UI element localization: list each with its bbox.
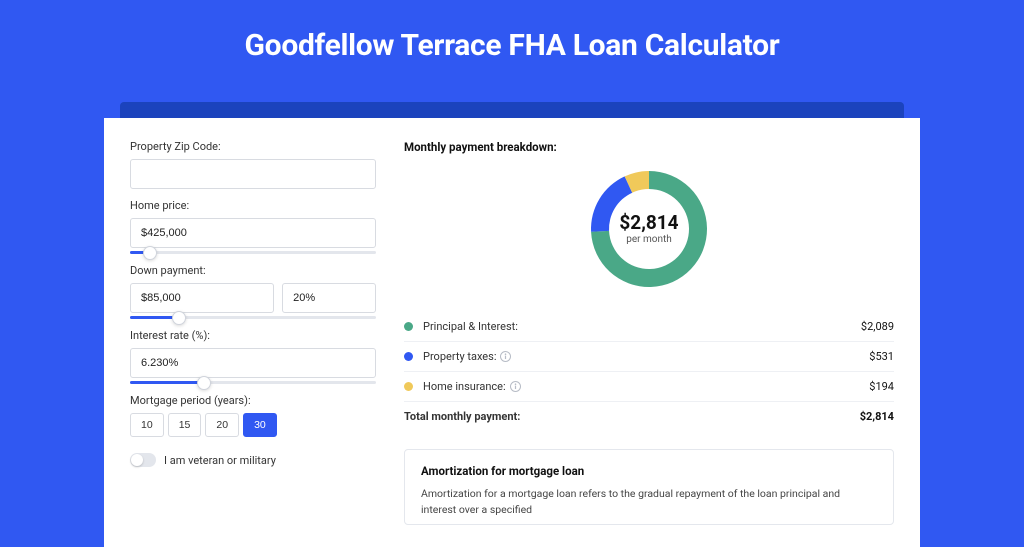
breakdown-row: Principal & Interest:$2,089 [404, 312, 894, 342]
total-label: Total monthly payment: [404, 410, 860, 423]
rate-input[interactable] [130, 348, 376, 378]
page-title: Goodfellow Terrace FHA Loan Calculator [0, 0, 1024, 87]
zip-label: Property Zip Code: [130, 140, 376, 153]
amortization-title: Amortization for mortgage loan [421, 464, 877, 478]
breakdown-heading: Monthly payment breakdown: [404, 140, 894, 154]
calculator-card: Property Zip Code: Home price: Down paym… [104, 118, 920, 547]
breakdown-value: $194 [869, 380, 894, 393]
down-pct-input[interactable] [282, 283, 376, 313]
breakdown-value: $2,089 [861, 320, 894, 333]
rate-slider[interactable] [130, 381, 376, 384]
breakdown-column: Monthly payment breakdown: $2,814per mon… [404, 140, 894, 525]
down-slider[interactable] [130, 316, 376, 319]
down-amount-input[interactable] [130, 283, 274, 313]
amortization-box: Amortization for mortgage loan Amortizat… [404, 449, 894, 525]
info-icon[interactable] [510, 381, 521, 392]
donut-center-value: $2,814 [619, 211, 678, 234]
breakdown-label: Principal & Interest: [423, 320, 861, 333]
breakdown-label: Home insurance: [423, 380, 869, 393]
breakdown-value: $531 [869, 350, 894, 363]
veteran-label: I am veteran or military [164, 454, 276, 467]
breakdown-row: Property taxes:$531 [404, 342, 894, 372]
zip-input[interactable] [130, 159, 376, 189]
period-option-15[interactable]: 15 [168, 413, 202, 437]
veteran-toggle-knob [131, 454, 143, 466]
legend-dot [404, 382, 413, 391]
down-label: Down payment: [130, 264, 376, 277]
total-value: $2,814 [860, 410, 894, 423]
period-option-10[interactable]: 10 [130, 413, 164, 437]
down-slider-thumb[interactable] [172, 311, 186, 325]
price-slider[interactable] [130, 251, 376, 254]
period-segment-group: 10152030 [130, 413, 376, 437]
rate-label: Interest rate (%): [130, 329, 376, 342]
rate-slider-thumb[interactable] [197, 376, 211, 390]
legend-dot [404, 322, 413, 331]
shadow-panel [120, 102, 904, 118]
price-input[interactable] [130, 218, 376, 248]
donut-center-label: per month [626, 234, 672, 245]
period-option-20[interactable]: 20 [205, 413, 239, 437]
veteran-toggle[interactable] [130, 453, 156, 467]
legend-dot [404, 352, 413, 361]
breakdown-label: Property taxes: [423, 350, 869, 363]
total-row: Total monthly payment: $2,814 [404, 402, 894, 431]
price-label: Home price: [130, 199, 376, 212]
period-option-30[interactable]: 30 [243, 413, 277, 437]
donut-chart: $2,814per month [404, 164, 894, 294]
amortization-body: Amortization for a mortgage loan refers … [421, 486, 877, 518]
form-column: Property Zip Code: Home price: Down paym… [130, 140, 376, 525]
info-icon[interactable] [500, 351, 511, 362]
rate-slider-fill [130, 381, 204, 384]
price-slider-thumb[interactable] [143, 246, 157, 260]
period-label: Mortgage period (years): [130, 394, 376, 407]
breakdown-row: Home insurance:$194 [404, 372, 894, 402]
